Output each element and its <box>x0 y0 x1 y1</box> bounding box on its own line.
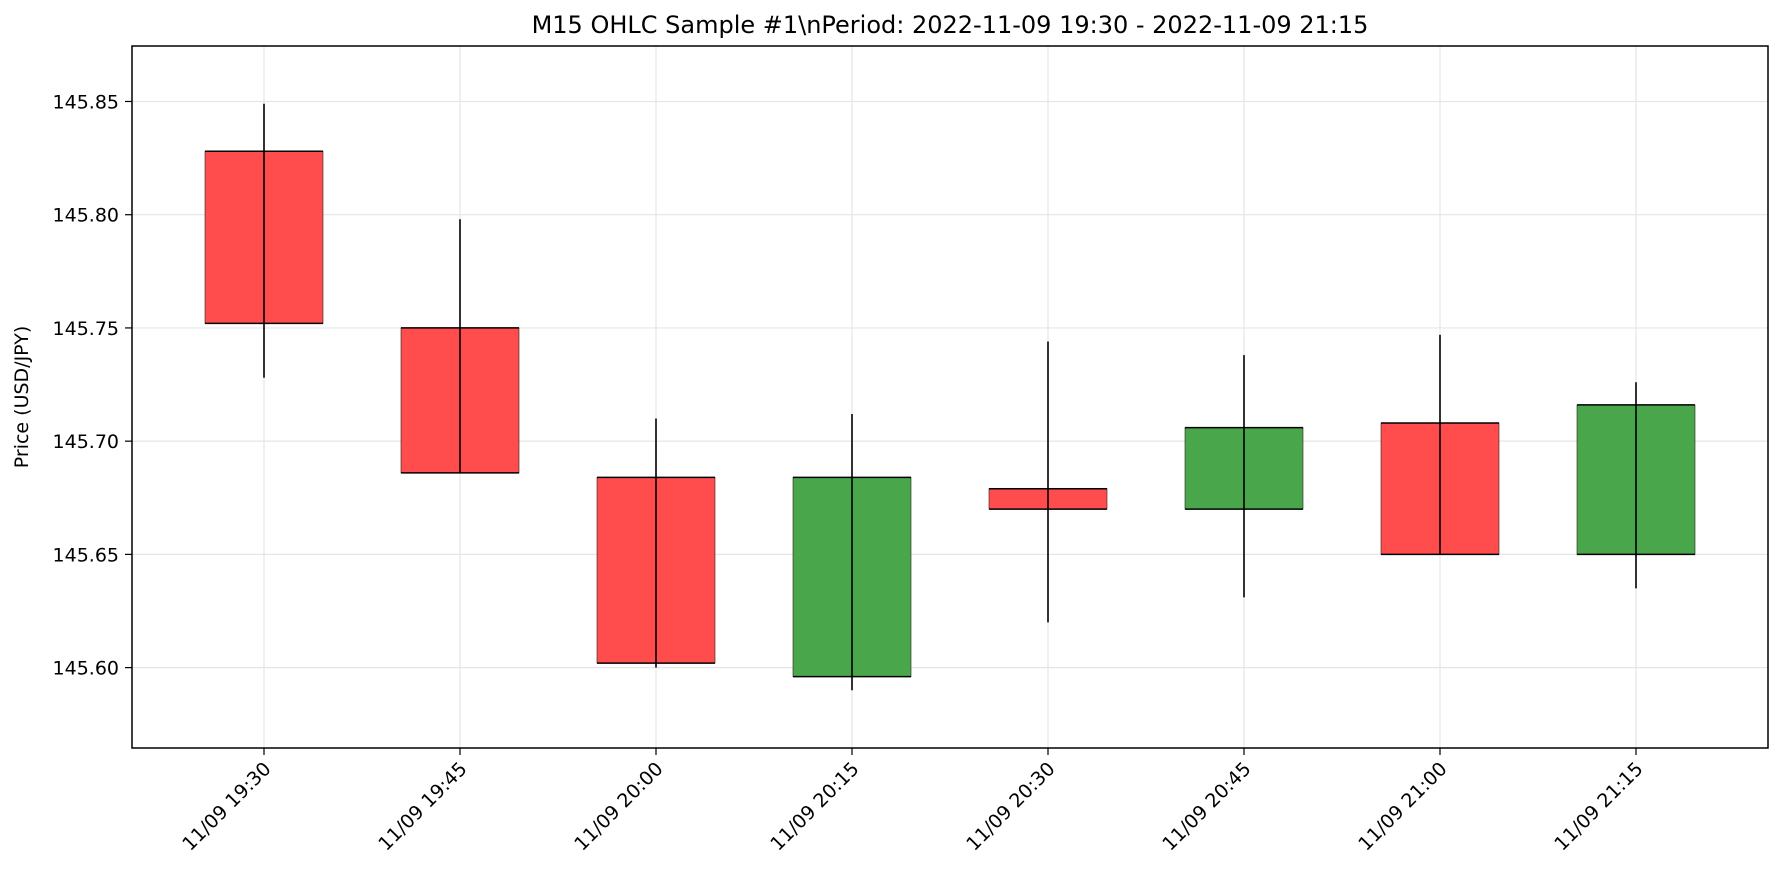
y-tick-label: 145.80 <box>53 205 119 227</box>
candle-3 <box>596 418 716 668</box>
grid <box>132 46 1768 748</box>
candle-2 <box>400 219 520 474</box>
y-tick-label: 145.65 <box>53 544 119 566</box>
y-tick-label: 145.70 <box>53 431 119 453</box>
candle-6 <box>1184 355 1304 598</box>
y-tick-label: 145.60 <box>53 658 119 680</box>
candle-4 <box>792 413 912 691</box>
candle-1 <box>204 103 324 378</box>
y-axis: 145.60 145.65 145.70 145.75 145.80 145.85 <box>53 91 132 680</box>
x-tick-label: 11/09 20:15 <box>766 758 863 855</box>
chart-title: M15 OHLC Sample #1\nPeriod: 2022-11-09 1… <box>532 11 1369 39</box>
x-axis: 11/09 19:30 11/09 19:45 11/09 20:00 11/09 2… <box>178 748 1648 855</box>
x-tick-label: 11/09 19:45 <box>374 758 471 855</box>
x-tick-label: 11/09 21:00 <box>1354 758 1451 855</box>
plot-frame <box>131 45 1769 749</box>
y-tick-label: 145.85 <box>53 91 119 113</box>
y-tick-label: 145.75 <box>53 318 119 340</box>
candle-5 <box>988 341 1108 623</box>
candle-7 <box>1380 334 1500 556</box>
x-tick-label: 11/09 21:15 <box>1550 758 1647 855</box>
candles <box>204 103 1696 691</box>
x-tick-label: 11/09 20:00 <box>570 758 667 855</box>
candle-8 <box>1576 382 1696 589</box>
x-tick-label: 11/09 19:30 <box>178 758 275 855</box>
x-tick-label: 11/09 20:45 <box>1158 758 1255 855</box>
x-tick-label: 11/09 20:30 <box>962 758 1059 855</box>
y-axis-label: Price (USD/JPY) <box>11 326 33 468</box>
